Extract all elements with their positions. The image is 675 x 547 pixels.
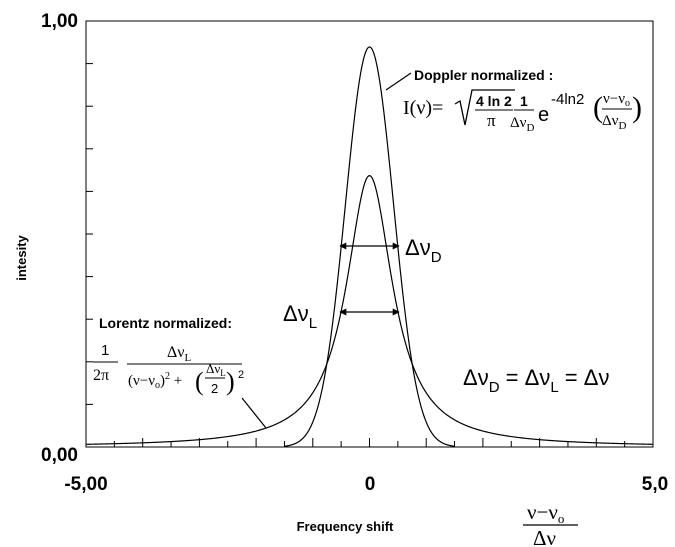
y-axis-label: intesity: [14, 234, 29, 280]
svg-text:π: π: [487, 111, 496, 130]
svg-text:ΔνD: ΔνD: [602, 113, 626, 132]
svg-text:ΔνD: ΔνD: [510, 115, 534, 134]
svg-text:-4ln2: -4ln2: [551, 91, 584, 108]
doppler-title: Doppler normalized :: [414, 67, 553, 83]
svg-text:(ν−νo)2 +: (ν−νo)2 +: [128, 371, 182, 391]
svg-text:2: 2: [211, 381, 218, 396]
doppler-callout-line: [385, 72, 412, 91]
svg-text:ν−νo: ν−νo: [603, 91, 630, 109]
svg-text:1: 1: [101, 342, 109, 359]
lorentz-title: Lorentz normalized:: [99, 315, 232, 331]
y-tick-label-max: 1,00: [41, 11, 78, 32]
svg-text:I(ν)=: I(ν)=: [403, 97, 443, 119]
x-tick-label-zero: 0: [365, 474, 376, 495]
x-tick-label-min: -5,00: [64, 474, 107, 495]
series-line-lorentz: [85, 175, 654, 445]
svg-text:(: (: [195, 367, 204, 396]
doppler-formula: I(ν)= 4 ln 2 π 1 ΔνD e -4ln2 ( ν−νo ΔνD …: [403, 89, 642, 134]
series-line-doppler: [284, 46, 455, 447]
svg-text:(: (: [593, 91, 603, 124]
svg-text:e: e: [538, 104, 549, 126]
lorentz-callout-line: [241, 397, 267, 429]
svg-text:1: 1: [520, 93, 528, 109]
y-tick-label-min: 0,00: [41, 445, 78, 466]
svg-text:): ): [632, 91, 642, 124]
svg-text:ΔνL: ΔνL: [167, 344, 192, 364]
svg-text:ν−νo: ν−νo: [527, 500, 564, 526]
x-tick-label-max: 5,0: [642, 474, 668, 495]
x-axis-unit-fraction: ν−νo Δν: [523, 500, 578, 547]
svg-text:2: 2: [238, 369, 244, 381]
lorentz-formula: 1 2π ΔνL (ν−νo)2 + ( ΔνL 2 ) 2: [93, 342, 244, 396]
svg-text:Δν: Δν: [533, 526, 556, 547]
svg-text:2π: 2π: [93, 367, 109, 384]
fwhm-label-lorentz: ΔνL: [283, 301, 317, 332]
svg-text:4 ln 2: 4 ln 2: [476, 93, 512, 109]
svg-text:): ): [226, 367, 235, 396]
width-equality-label: ΔνD = ΔνL = Δν: [463, 365, 609, 396]
fwhm-label-doppler: ΔνD: [405, 235, 442, 266]
x-axis-label: Frequency shift: [297, 519, 394, 534]
